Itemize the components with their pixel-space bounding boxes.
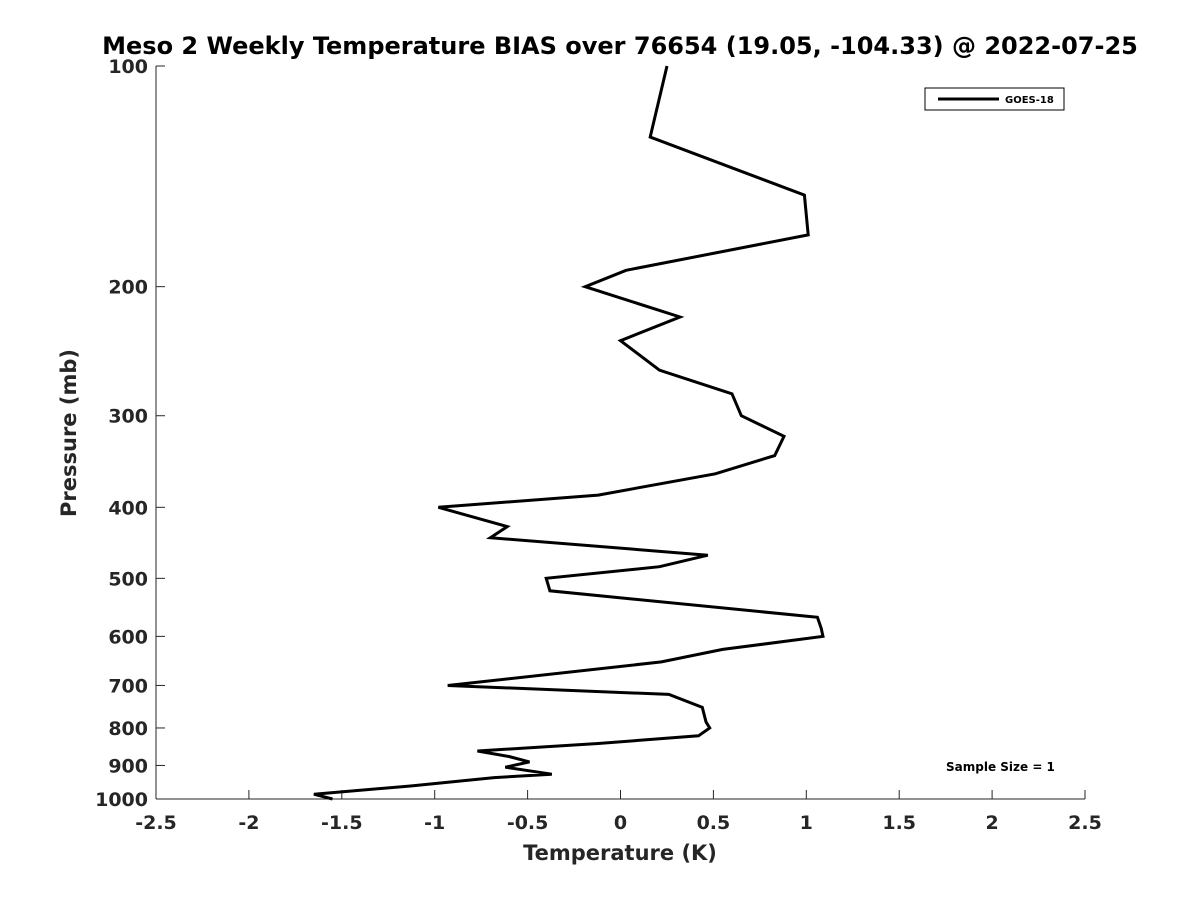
x-tick-label: -2.5 (135, 812, 177, 834)
y-tick-label: 300 (108, 406, 148, 428)
y-tick-label: 200 (108, 277, 148, 299)
y-tick-label: 900 (108, 755, 148, 777)
x-tick-label: 2.5 (1068, 812, 1102, 834)
x-ticks: -2.5 -2 -1.5 -1 -0.5 0 0.5 1 1.5 2 2.5 (135, 790, 1102, 834)
sample-size-annotation: Sample Size = 1 (946, 760, 1055, 774)
legend: GOES-18 (924, 87, 1065, 111)
y-ticks: 100 200 300 400 500 600 700 800 900 1000 (95, 56, 165, 811)
y-tick-label: 1000 (95, 789, 148, 811)
y-tick-label: 600 (108, 626, 148, 648)
x-tick-label: 0 (614, 812, 627, 834)
legend-label: GOES-18 (1005, 95, 1054, 106)
y-tick-label: 100 (108, 56, 148, 78)
series-line-goes-18 (313, 65, 825, 801)
y-tick-label: 800 (108, 718, 148, 740)
series-layer (313, 65, 825, 801)
x-tick-label: -1.5 (321, 812, 363, 834)
x-tick-label: 0.5 (697, 812, 731, 834)
x-tick-label: 2 (985, 812, 998, 834)
x-tick-label: -1 (424, 812, 445, 834)
x-tick-label: -0.5 (507, 812, 549, 834)
chart-title: Meso 2 Weekly Temperature BIAS over 7665… (102, 32, 1138, 60)
plot-area: -2.5 -2 -1.5 -1 -0.5 0 0.5 1 1.5 2 2.5 100 200 300 40… (95, 56, 1102, 834)
x-tick-label: 1.5 (882, 812, 916, 834)
y-tick-label: 500 (108, 568, 148, 590)
x-axis-label: Temperature (K) (523, 841, 717, 865)
y-tick-label: 400 (108, 497, 148, 519)
y-axis-label: Pressure (mb) (57, 349, 81, 517)
x-tick-label: 1 (800, 812, 813, 834)
y-tick-label: 700 (108, 675, 148, 697)
x-tick-label: -2 (238, 812, 259, 834)
